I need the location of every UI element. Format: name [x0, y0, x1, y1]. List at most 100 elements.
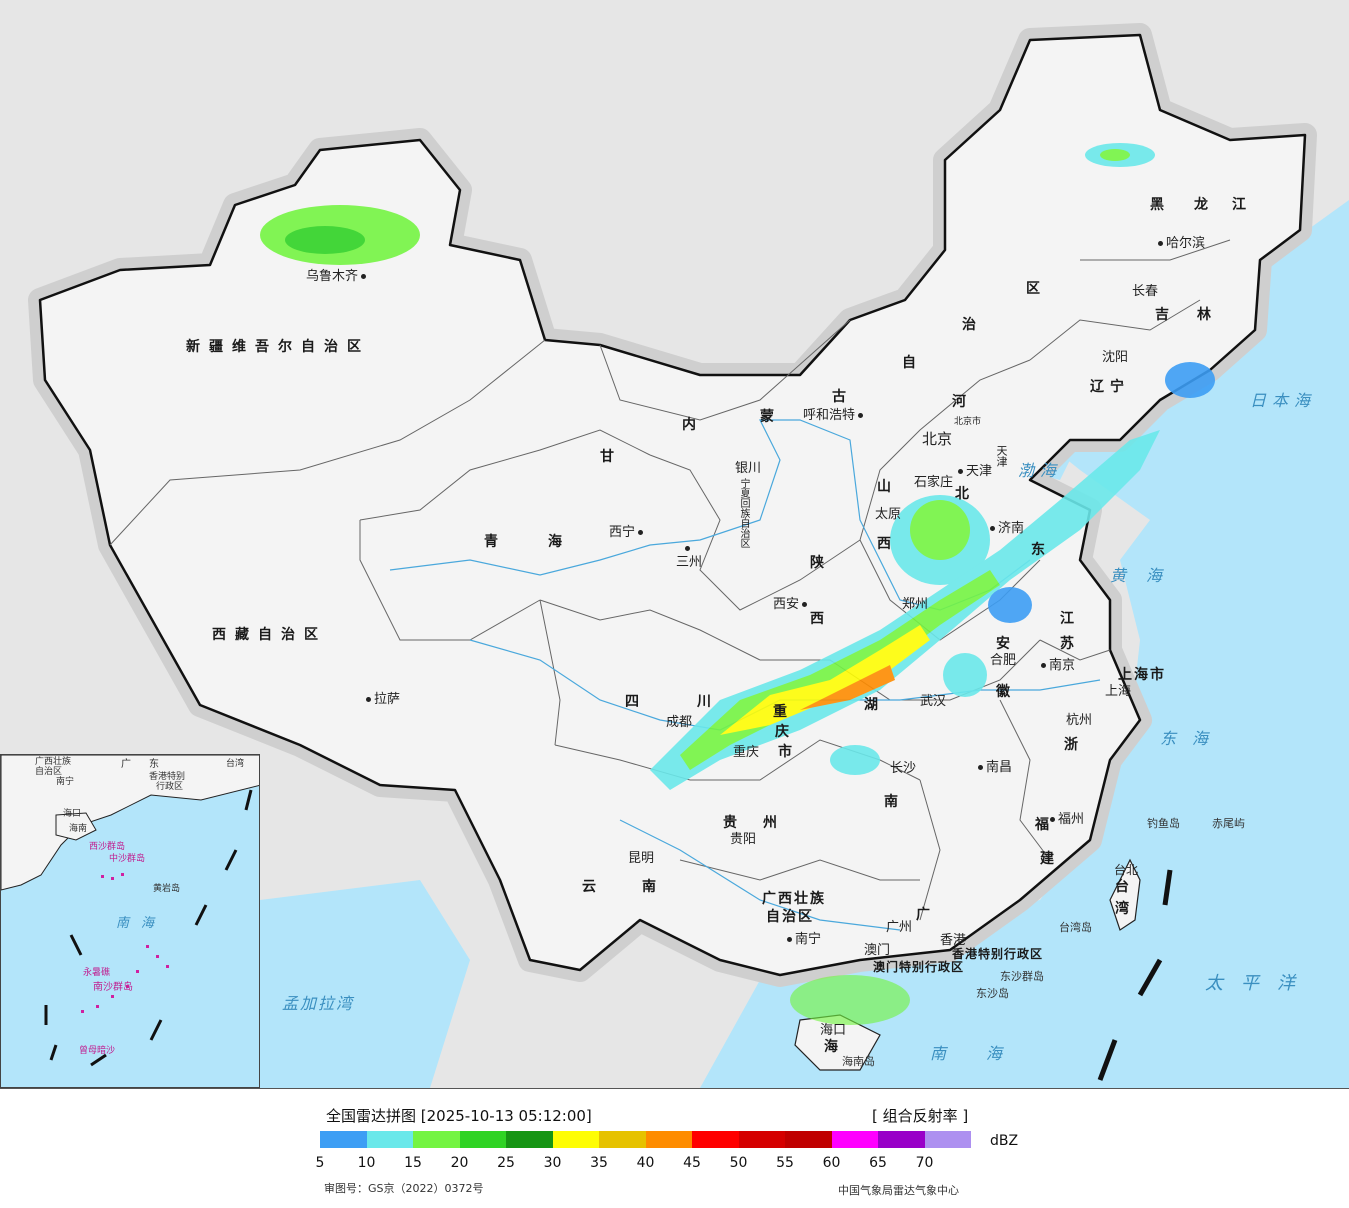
city-taipei: 台北	[1114, 863, 1139, 877]
label-hai: 海	[824, 1039, 838, 1055]
capital-marker: 北京市	[954, 417, 982, 427]
label-lin: 林	[1197, 307, 1211, 323]
label-nei: 内	[682, 417, 696, 433]
label-ji: 吉	[1155, 307, 1169, 323]
island-dongsha: 东沙岛	[976, 987, 1009, 1000]
colorbar-swatch	[506, 1131, 553, 1148]
colorbar-tick-label: 45	[683, 1155, 701, 1171]
label-jian: 建	[1040, 851, 1054, 867]
inset-huangyan: 黄岩岛	[153, 884, 181, 894]
label-su: 苏	[1060, 636, 1074, 652]
colorbar-swatch	[645, 1131, 692, 1148]
sea-bohai-label: 渤海	[1018, 461, 1063, 480]
colorbar-swatch	[831, 1131, 878, 1148]
label-gu: 古	[832, 389, 846, 405]
label-hei: 黑	[1150, 197, 1164, 213]
label-fu: 福	[1035, 817, 1049, 833]
label-yun: 云	[582, 879, 596, 895]
city-tianjin: 天津	[958, 465, 992, 478]
city-yinchuan: 银川	[735, 461, 762, 476]
city-hohhot: 呼和浩特	[803, 409, 863, 422]
label-an: 安	[996, 636, 1010, 652]
agency-credit: 中国气象局雷达气象中心	[838, 1184, 959, 1197]
colorbar-tick-label: 5	[315, 1155, 325, 1171]
city-urumqi: 乌鲁木齐	[306, 270, 366, 283]
city-changchun: 长春	[1132, 284, 1159, 299]
label-wan: 湾	[1115, 901, 1129, 917]
colorbar-tick-label: 15	[404, 1155, 422, 1171]
colorbar-tick-label: 30	[543, 1155, 562, 1171]
label-zhou: 州	[763, 815, 777, 831]
inset-hainan: 海南	[69, 824, 88, 834]
colorbar-tick-label: 10	[357, 1155, 376, 1171]
inset-guangxi-2: 自治区	[35, 767, 63, 777]
inset-nan: 南	[116, 916, 130, 931]
inset-nansha: 南沙群岛	[93, 982, 133, 993]
sea-east	[700, 200, 1349, 1088]
city-nanjing: 南京	[1041, 659, 1075, 672]
colorbar-tick-label: 25	[497, 1155, 515, 1171]
colorbar-swatch	[738, 1131, 785, 1148]
city-xining: 西宁	[609, 526, 643, 539]
colorbar-swatch	[459, 1131, 506, 1148]
inset-haikou: 海口	[63, 809, 82, 819]
colorbar-tick-label: 20	[450, 1155, 469, 1171]
island-chiwei: 赤尾屿	[1212, 817, 1245, 830]
city-lanzhou: 兰州	[685, 546, 693, 551]
label-xi-sx: 西	[877, 536, 891, 552]
colorbar-tick-label: 40	[636, 1155, 655, 1171]
city-chengdu: 成都	[666, 715, 693, 730]
colorbar-tick-label: 35	[590, 1155, 608, 1171]
label-tai: 台	[1115, 879, 1129, 895]
label-nan-yn: 南	[642, 879, 656, 895]
city-chongqing: 重庆	[733, 745, 760, 760]
label-ning: 宁	[1110, 379, 1124, 395]
inset-guang: 广	[121, 759, 131, 770]
city-shanghai: 上海	[1105, 684, 1132, 699]
label-gan: 甘	[600, 449, 614, 465]
inset-nanning: 南宁	[56, 777, 75, 787]
label-chong: 重	[773, 704, 787, 720]
label-he: 河	[952, 394, 966, 410]
legend-panel	[0, 1089, 1349, 1208]
label-zhe: 浙	[1064, 737, 1078, 753]
label-jiang-hlj: 江	[1232, 197, 1246, 213]
colorbar	[320, 1131, 971, 1148]
city-kunming: 昆明	[628, 851, 655, 866]
colorbar-unit: dBZ	[990, 1133, 1019, 1149]
sea-bay-of-bengal	[260, 880, 470, 1088]
approval-number: 审图号：GS京（2022）0372号	[324, 1182, 484, 1195]
label-ningxia: 宁夏回族自治区	[738, 478, 749, 548]
island-taiwan: 台湾岛	[1059, 921, 1092, 934]
label-guangxi: 广西壮族	[762, 891, 826, 907]
label-meng: 蒙	[760, 409, 774, 425]
label-dong: 东	[1031, 542, 1045, 558]
city-wuhan: 武汉	[920, 694, 947, 709]
city-xian: 西安	[773, 598, 807, 611]
label-hk-sar: 香港特别行政区	[952, 947, 1044, 961]
city-guiyang: 贵阳	[730, 832, 757, 847]
city-fuzhou: 福州	[1050, 813, 1084, 826]
label-hu: 湖	[864, 697, 878, 713]
label-zhi: 治	[962, 317, 976, 333]
city-taiyuan: 太原	[875, 507, 902, 522]
city-hefei: 合肥	[990, 653, 1017, 668]
label-qinghai: 青海	[484, 534, 612, 550]
label-liao: 辽	[1090, 379, 1104, 395]
colorbar-tick-label: 70	[915, 1155, 934, 1171]
colorbar-tick-label: 55	[776, 1155, 794, 1171]
city-hongkong: 香港	[940, 933, 967, 948]
label-si: 四	[625, 694, 639, 710]
inset-guangxi: 广西壮族	[35, 757, 72, 767]
label-long: 龙	[1194, 197, 1208, 213]
label-tibet: 西藏自治区	[212, 627, 327, 643]
label-jiang-js: 江	[1060, 611, 1074, 627]
colorbar-swatch	[413, 1131, 460, 1148]
label-shi-cq: 市	[778, 744, 792, 760]
label-xi-shaanxi: 西	[810, 611, 824, 627]
colorbar-tick-label: 60	[822, 1155, 841, 1171]
inset-zengmu: 曾母暗沙	[79, 1046, 116, 1056]
label-zi: 自	[902, 355, 916, 371]
label-shanghai-prov: 上海市	[1118, 667, 1166, 683]
colorbar-swatch	[924, 1131, 971, 1148]
